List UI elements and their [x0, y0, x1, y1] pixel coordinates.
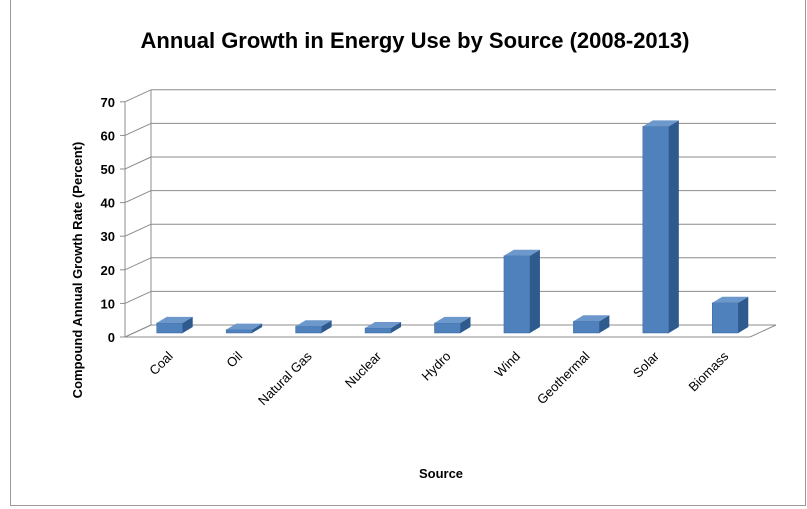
bar-top — [156, 316, 193, 323]
gridline-side — [124, 290, 152, 304]
bar-front — [295, 326, 322, 334]
bars — [156, 120, 749, 334]
bar-side — [391, 321, 402, 333]
bar-side — [738, 296, 749, 333]
x-tick-label: Biomass — [686, 348, 732, 394]
y-tick-label: 0 — [108, 330, 115, 345]
y-tick-label: 50 — [101, 162, 115, 177]
y-axis-ticks: 0 10 20 30 40 50 60 70 — [101, 95, 125, 345]
bar-front — [364, 327, 392, 334]
x-tick-label: Natural Gas — [255, 348, 315, 408]
bar-side — [460, 316, 471, 333]
x-tick-label: Nuclear — [342, 348, 385, 391]
chart-title: Annual Growth in Energy Use by Source (2… — [141, 28, 690, 53]
bar-side — [321, 320, 332, 333]
bar-side — [182, 316, 193, 333]
gridline-side — [124, 89, 152, 103]
bar-side — [529, 249, 540, 333]
x-tick-label: Solar — [630, 348, 663, 381]
bar-oil — [225, 323, 263, 334]
x-tick-label: Geothermal — [534, 348, 593, 407]
y-tick-label: 10 — [101, 296, 115, 311]
bar-wind — [503, 249, 540, 334]
bar-top — [226, 323, 263, 330]
bar-natural-gas — [295, 320, 332, 334]
bar-geothermal — [573, 315, 610, 334]
bar-front — [434, 322, 461, 334]
bar-side — [599, 315, 610, 333]
bar-top — [295, 320, 332, 327]
y-tick-label: 20 — [101, 263, 115, 278]
bar-front — [156, 322, 183, 334]
y-tick-label: 70 — [101, 95, 115, 110]
gridline-side — [124, 122, 152, 136]
gridline-side — [124, 257, 152, 271]
x-axis-ticks: Coal Oil Natural Gas Nuclear Hydro Wind Geothe… — [146, 348, 731, 408]
bar-top — [365, 321, 402, 328]
bar-front — [712, 302, 739, 334]
bar-top — [642, 120, 679, 127]
bar-biomass — [712, 296, 749, 334]
bar-solar — [642, 120, 679, 334]
chart-floor — [124, 324, 777, 338]
bar-hydro — [434, 316, 471, 334]
y-tick-label: 60 — [101, 128, 115, 143]
gridline-side — [124, 190, 152, 204]
x-tick-label: Coal — [146, 348, 176, 378]
bar-front — [573, 320, 600, 334]
x-tick-label: Wind — [492, 349, 524, 381]
y-axis-title: Compound Annual Growth Rate (Percent) — [70, 142, 85, 399]
bar-top — [573, 315, 610, 322]
bar-side — [668, 120, 679, 333]
y-tick-label: 40 — [101, 196, 115, 211]
x-axis-title: Source — [419, 466, 463, 481]
bar-side — [252, 323, 263, 333]
bar-top — [434, 316, 471, 323]
gridline-side — [124, 156, 152, 170]
bar-front — [225, 329, 253, 334]
x-tick-label: Hydro — [418, 349, 453, 384]
bar-front — [642, 126, 670, 334]
gridline-side — [124, 223, 152, 237]
bar-nuclear — [364, 321, 402, 334]
bar-top — [503, 249, 540, 256]
x-tick-label: Oil — [223, 348, 245, 370]
bar-top — [712, 296, 749, 303]
y-tick-label: 30 — [101, 229, 115, 244]
bar-coal — [156, 316, 193, 334]
bar-front — [503, 255, 531, 334]
